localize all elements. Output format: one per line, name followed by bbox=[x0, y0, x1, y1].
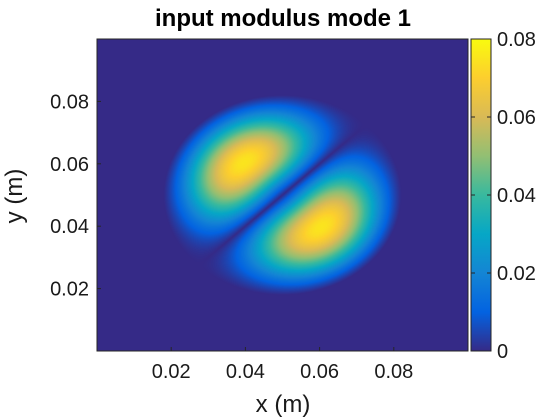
colorbar-tick-label: 0.02 bbox=[497, 263, 536, 285]
x-tick-label: 0.06 bbox=[300, 361, 339, 383]
chart-title: input modulus mode 1 bbox=[155, 5, 411, 32]
x-axis-ticks: 0.02 0.04 0.06 0.08 bbox=[152, 347, 413, 383]
heatmap-image bbox=[97, 39, 468, 351]
plot-frame bbox=[96, 38, 469, 352]
y-axis-label: y (m) bbox=[1, 169, 28, 224]
x-tick-label: 0.08 bbox=[374, 361, 413, 383]
colorbar-ticks: 0 0.02 0.04 0.06 0.08 bbox=[471, 29, 536, 363]
y-tick-label: 0.06 bbox=[50, 154, 89, 176]
y-tick-label: 0.08 bbox=[50, 91, 89, 113]
colorbar-tick-label: 0.06 bbox=[497, 107, 536, 129]
colorbar-tick-label: 0 bbox=[497, 341, 508, 363]
x-tick-label: 0.04 bbox=[226, 361, 265, 383]
colorbar-tick-label: 0.04 bbox=[497, 185, 536, 207]
y-tick-label: 0.04 bbox=[50, 216, 89, 238]
y-axis-ticks: 0.02 0.04 0.06 0.08 bbox=[50, 91, 101, 301]
x-axis-label: x (m) bbox=[256, 391, 311, 418]
colorbar-tick-label: 0.08 bbox=[497, 29, 536, 51]
x-tick-label: 0.02 bbox=[152, 361, 191, 383]
y-tick-label: 0.02 bbox=[50, 279, 89, 301]
